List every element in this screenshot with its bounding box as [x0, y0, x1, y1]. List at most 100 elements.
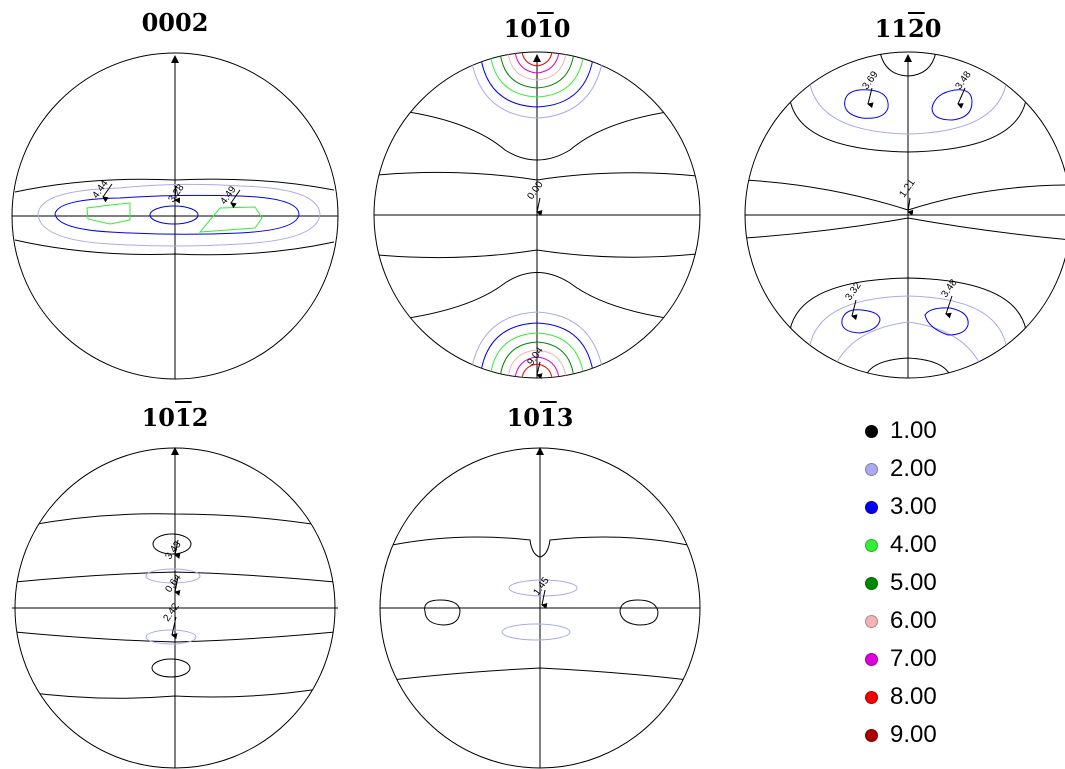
peak-value-label: 3.28 — [166, 182, 186, 205]
peak-leader — [907, 197, 914, 216]
pole-figure-10-10: 0.00 9.04 — [373, 51, 701, 380]
legend-swatch — [865, 462, 878, 476]
pole-title-10-10: 1010 — [503, 14, 571, 43]
legend-item: 7.00 — [865, 644, 937, 674]
peak-leader — [536, 361, 543, 380]
contour-level-4 — [198, 206, 263, 233]
contour-level-2 — [501, 623, 571, 641]
legend-label: 9.00 — [890, 721, 937, 748]
peak-leader — [957, 87, 966, 109]
pole-figure-11-20: 3.69 3.48 1.21 3.32 3.48 — [744, 51, 1065, 379]
peak-leader — [102, 183, 113, 203]
contour-level-6 — [507, 52, 567, 81]
contour-level-3 — [844, 89, 889, 119]
legend-item: 6.00 — [865, 606, 937, 636]
contour-level-1 — [15, 631, 335, 643]
contour-level-7 — [514, 52, 560, 74]
contour-level-1 — [151, 658, 191, 678]
contour-level-7 — [514, 356, 560, 378]
legend-label: 7.00 — [890, 645, 937, 672]
contour-level-2 — [829, 321, 987, 378]
legend-label: 4.00 — [890, 531, 937, 558]
peak-leader — [174, 576, 181, 596]
contour-level-1 — [391, 536, 689, 558]
contour-level-1 — [394, 272, 681, 321]
contour-level-5 — [499, 341, 575, 378]
contour-level-1 — [24, 687, 326, 699]
legend-item: 8.00 — [865, 682, 937, 712]
legend-swatch — [865, 424, 878, 438]
contour-level-1 — [377, 171, 698, 181]
peak-value-label: 1.45 — [531, 575, 551, 598]
legend-swatch — [865, 690, 878, 704]
contour-level-3 — [54, 194, 300, 235]
contour-level-1 — [377, 249, 698, 259]
legend-swatch — [865, 652, 878, 666]
contour-level-6 — [507, 349, 567, 378]
peak-leader — [174, 539, 181, 559]
contour-level-4 — [489, 52, 585, 98]
peak-leader — [541, 589, 548, 609]
contour-level-3 — [479, 52, 595, 108]
contour-level-3 — [479, 322, 595, 378]
contour-level-1 — [789, 277, 1027, 331]
peak-leader — [945, 295, 953, 319]
legend-swatch — [865, 614, 878, 628]
peak-value-label: 0.64 — [163, 572, 183, 595]
peak-leader — [171, 616, 178, 640]
peak-leader — [230, 189, 241, 209]
contour-level-1 — [394, 109, 681, 161]
contour-level-3 — [931, 89, 973, 121]
pole-title-11-20: 1120 — [874, 14, 942, 43]
contour-level-2 — [809, 83, 1007, 135]
contour-level-1 — [879, 52, 937, 77]
contour-level-3 — [841, 309, 881, 334]
peak-leader — [536, 197, 543, 216]
contour-level-1 — [14, 239, 335, 256]
legend-item: 4.00 — [865, 530, 937, 560]
legend-swatch — [865, 538, 878, 552]
legend-label: 2.00 — [890, 455, 937, 482]
contour-level-1 — [864, 357, 952, 378]
contour-level-1 — [789, 99, 1027, 153]
contour-level-3 — [924, 307, 969, 336]
contour-level-2 — [809, 295, 1007, 346]
pole-figure-0002: 4.44 3.28 4.49 — [11, 52, 339, 380]
peak-value-label: 0.00 — [525, 179, 545, 202]
peak-leader — [867, 87, 874, 109]
legend-item: 5.00 — [865, 568, 937, 598]
contour-level-1 — [152, 533, 192, 555]
contour-level-2 — [469, 311, 605, 378]
contour-level-5 — [499, 52, 575, 89]
legend-swatch — [865, 576, 878, 590]
legend-item: 3.00 — [865, 492, 937, 522]
peak-value-label: 9.04 — [525, 345, 545, 368]
pole-title-0002: 0002 — [141, 8, 209, 37]
contour-level-2 — [145, 629, 197, 645]
peak-value-label: 3.69 — [860, 69, 880, 92]
pole-title-10-12: 1012 — [141, 403, 209, 432]
contour-level-4 — [489, 332, 585, 378]
legend-swatch — [865, 728, 878, 742]
peak-value-label: 2.42 — [161, 601, 181, 624]
contour-level-1 — [14, 178, 335, 193]
peak-value-label: 1.21 — [897, 177, 917, 200]
contour-level-1 — [619, 599, 659, 626]
pole-figure-10-13: 1.45 — [379, 447, 701, 769]
pole-figure-10-12: 3.43 0.64 2.42 — [12, 447, 338, 769]
contour-level-8 — [521, 52, 553, 67]
pole-title-10-13: 1013 — [506, 403, 574, 432]
legend-label: 1.00 — [890, 417, 937, 444]
contour-level-8 — [521, 363, 553, 378]
peak-leader — [174, 185, 181, 204]
contour-level-1 — [391, 667, 689, 681]
contour-level-4 — [86, 202, 131, 225]
legend-label: 5.00 — [890, 569, 937, 596]
peak-value-label: 3.32 — [843, 280, 863, 303]
peak-value-label: 3.48 — [953, 69, 973, 92]
contour-level-1 — [24, 513, 326, 527]
legend-swatch — [865, 500, 878, 514]
contour-level-1 — [424, 599, 461, 626]
legend-label: 8.00 — [890, 683, 937, 710]
peak-leader — [851, 299, 858, 321]
